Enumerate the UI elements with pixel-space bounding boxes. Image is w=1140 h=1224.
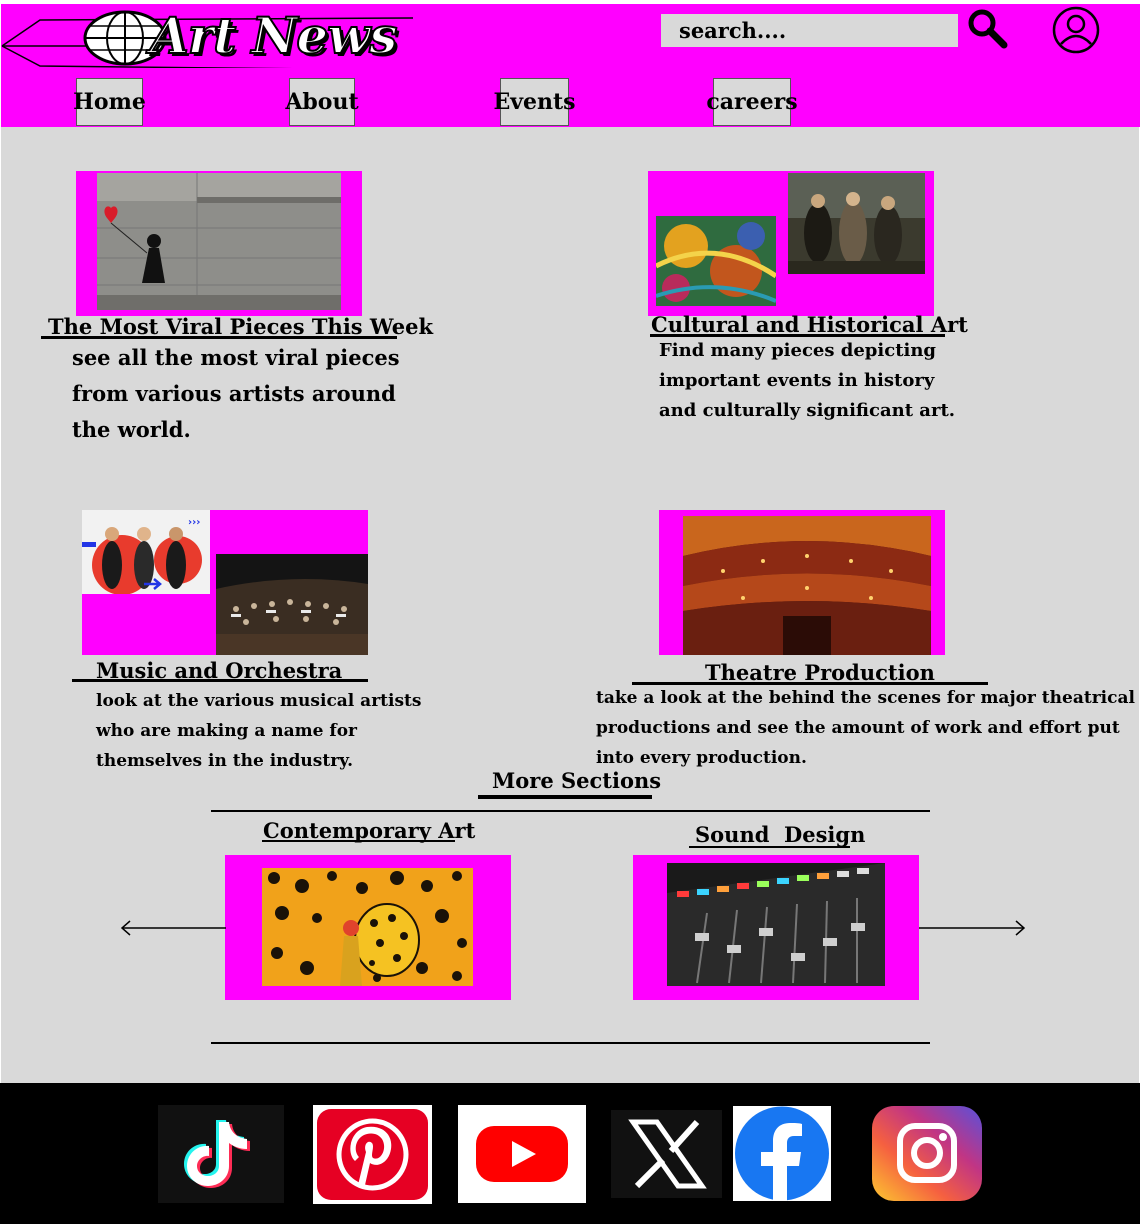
more-sections-top-divider [211,810,930,812]
logo-graphic-icon[interactable] [0,8,420,68]
more-sections-underline [478,795,652,799]
viral-desc-line: from various artists around [72,381,396,406]
music-desc-line: who are making a name for [96,721,358,741]
theatre-description: take a look at the behind the scenes for… [596,683,1135,773]
nav-home-button[interactable]: Home [73,78,146,126]
music-desc-line: themselves in the industry. [96,751,354,771]
viral-desc-line: see all the most viral pieces [72,345,400,370]
carousel-right-arrow-icon[interactable] [919,918,1029,938]
logo-text[interactable]: Art News [149,5,398,66]
theatre-interior-image[interactable] [683,516,931,655]
music-section-title[interactable]: Music and Orchestra [96,658,343,683]
viral-section-title[interactable]: The Most Viral Pieces This Week [48,314,434,339]
theatre-desc-line: productions and see the amount of work a… [596,718,1120,738]
viral-description: see all the most viral pieces from vario… [72,340,400,448]
cultural-mural-image[interactable] [656,216,776,306]
cultural-description: Find many pieces depicting important eve… [659,336,955,426]
nav-careers-button[interactable]: careers [706,78,798,126]
theatre-title-underline [632,682,988,685]
cultural-title-underline [650,334,945,337]
music-title-underline [72,679,368,682]
more-sections-bottom-divider [211,1042,930,1044]
music-artists-image[interactable]: ››› [82,510,210,594]
theatre-section-title[interactable]: Theatre Production [705,660,935,685]
nav-events-button[interactable]: Events [493,78,576,126]
viral-art-image[interactable] [97,173,341,310]
contemporary-art-underline [262,840,455,842]
historical-painting-image[interactable] [788,173,925,274]
nav-about-button[interactable]: About [285,78,359,126]
facebook-icon[interactable] [733,1106,831,1201]
theatre-desc-line: into every production. [596,748,807,768]
music-description: look at the various musical artists who … [96,686,421,776]
sound-design-title[interactable]: Sound Design [695,822,866,847]
user-account-icon[interactable] [1052,6,1100,54]
contemporary-art-title[interactable]: Contemporary Art [263,818,476,843]
cultural-desc-line: and culturally significant art. [659,400,956,421]
search-input[interactable] [661,14,958,47]
tiktok-icon[interactable] [158,1105,284,1203]
orchestra-image[interactable] [216,554,368,655]
search-icon[interactable] [966,7,1008,49]
viral-desc-line: the world. [72,417,191,442]
instagram-icon[interactable] [872,1106,982,1201]
sound-design-image[interactable] [667,863,885,986]
cultural-desc-line: Find many pieces depicting [659,340,937,361]
contemporary-art-image[interactable] [262,868,473,986]
x-icon[interactable] [611,1110,722,1198]
sound-design-underline [689,846,850,848]
viral-title-underline [41,336,397,339]
carousel-left-arrow-icon[interactable] [118,918,228,938]
youtube-icon[interactable] [458,1105,586,1203]
cultural-desc-line: important events in history [659,370,935,391]
music-desc-line: look at the various musical artists [96,691,422,711]
pinterest-icon[interactable] [313,1105,432,1204]
more-sections-title: More Sections [492,768,662,793]
cultural-section-title[interactable]: Cultural and Historical Art [651,312,968,337]
svg-text:›››: ››› [188,517,200,528]
theatre-desc-line: take a look at the behind the scenes for… [596,688,1135,708]
